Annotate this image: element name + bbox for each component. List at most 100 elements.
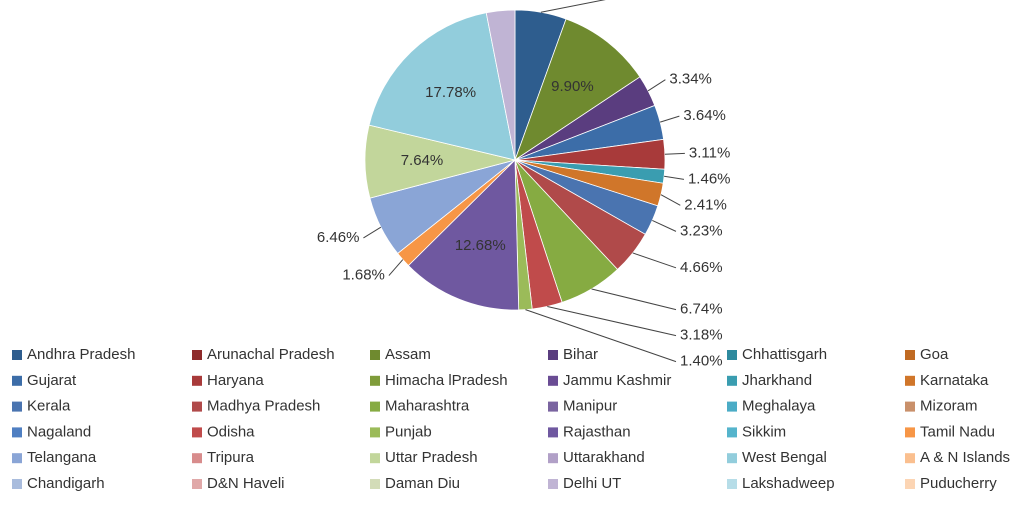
leader-line (388, 259, 404, 276)
legend-label: Arunachal Pradesh (207, 346, 335, 363)
legend-label: Karnataka (920, 372, 989, 389)
legend-label: Daman Diu (385, 475, 460, 492)
leader-line (632, 252, 677, 269)
legend-swatch (905, 375, 915, 386)
legend-swatch (548, 350, 558, 360)
leader-line (664, 152, 685, 155)
data-label: 7.64% (401, 152, 444, 169)
legend-swatch (192, 427, 202, 438)
data-label: 3.34% (669, 71, 712, 88)
legend-swatch (548, 427, 558, 438)
legend-label: Manipur (563, 398, 617, 415)
legend-swatch (370, 427, 380, 438)
data-label: 1.46% (688, 170, 731, 187)
legend-swatch (727, 375, 737, 386)
legend-label: Rajasthan (563, 423, 631, 440)
legend-swatch (12, 375, 22, 386)
legend-swatch (727, 350, 737, 360)
legend-label: Himacha lPradesh (385, 372, 508, 389)
legend-label: Madhya Pradesh (207, 398, 320, 415)
data-label: 6.74% (680, 301, 723, 318)
legend-label: Haryana (207, 372, 264, 389)
data-label: 1.40% (680, 353, 723, 370)
legend-swatch (548, 479, 558, 489)
legend-label: Uttar Pradesh (385, 449, 478, 466)
legend-label: Bihar (563, 346, 598, 363)
legend-swatch (905, 427, 915, 438)
data-label: 4.66% (680, 259, 723, 276)
legend-swatch (548, 401, 558, 412)
data-label: 3.23% (680, 222, 723, 239)
legend-swatch (12, 401, 22, 412)
legend-swatch (370, 401, 380, 412)
data-label: 6.46% (317, 229, 360, 246)
legend-swatch (192, 453, 202, 464)
legend-label: Telangana (27, 449, 97, 466)
legend-label: Nagaland (27, 423, 91, 440)
legend-label: Assam (385, 346, 431, 363)
legend-label: Odisha (207, 423, 255, 440)
leader-line (591, 288, 677, 311)
legend-label: A & N Islands (920, 449, 1010, 466)
legend-swatch (12, 350, 22, 360)
legend-swatch (727, 453, 737, 464)
legend-label: Jammu Kashmir (563, 372, 671, 389)
legend-swatch (12, 479, 22, 489)
legend-label: Mizoram (920, 398, 978, 415)
legend-label: Sikkim (742, 423, 786, 440)
legend-swatch (905, 479, 915, 489)
legend-swatch (12, 453, 22, 464)
pie-slice (407, 159, 520, 311)
legend-swatch (12, 427, 22, 438)
legend-label: Chandigarh (27, 475, 105, 492)
legend-swatch (370, 453, 380, 464)
data-label: 2.41% (684, 196, 727, 213)
legend-swatch (370, 350, 380, 360)
legend-label: Meghalaya (742, 398, 816, 415)
data-label: 12.68% (455, 237, 506, 254)
legend-label: D&N Haveli (207, 475, 285, 492)
legend-swatch (192, 375, 202, 386)
legend-label: Maharashtra (385, 398, 470, 415)
data-label: 3.64% (683, 107, 726, 124)
leader-line (525, 309, 677, 363)
legend-label: Gujarat (27, 372, 77, 389)
leader-line (660, 194, 681, 206)
leader-line (659, 115, 680, 123)
data-label: 17.78% (425, 84, 476, 101)
legend-swatch (548, 375, 558, 386)
pie-slice (514, 18, 641, 162)
legend-label: Puducherry (920, 475, 997, 492)
data-label: 9.90% (551, 78, 594, 95)
legend-label: West Bengal (742, 449, 827, 466)
legend-swatch (727, 401, 737, 412)
legend-label: Punjab (385, 423, 432, 440)
legend-swatch (905, 401, 915, 412)
leader-line (647, 79, 666, 92)
legend-label: Tripura (207, 449, 255, 466)
pie-slice (368, 12, 516, 161)
data-label: 3.11% (689, 144, 730, 161)
leader-line (652, 219, 677, 232)
legend-label: Chhattisgarh (742, 346, 827, 363)
data-label: 3.18% (680, 327, 723, 344)
legend-swatch (192, 350, 202, 360)
legend-swatch (192, 479, 202, 489)
legend-swatch (370, 375, 380, 386)
data-label: 1.68% (342, 267, 385, 284)
legend-label: Goa (920, 346, 949, 363)
leader-line (547, 305, 677, 337)
legend-label: Uttarakhand (563, 449, 645, 466)
legend-swatch (727, 427, 737, 438)
legend-label: Delhi UT (563, 475, 621, 492)
legend-label: Andhra Pradesh (27, 346, 135, 363)
legend-label: Lakshadweep (742, 475, 835, 492)
legend-swatch (905, 453, 915, 464)
legend-label: Jharkhand (742, 372, 812, 389)
leader-line (363, 226, 382, 239)
legend-label: Tamil Nadu (920, 423, 995, 440)
legend-swatch (905, 350, 915, 360)
leader-line (540, 0, 606, 13)
legend-swatch (548, 453, 558, 464)
leader-line (664, 175, 685, 180)
